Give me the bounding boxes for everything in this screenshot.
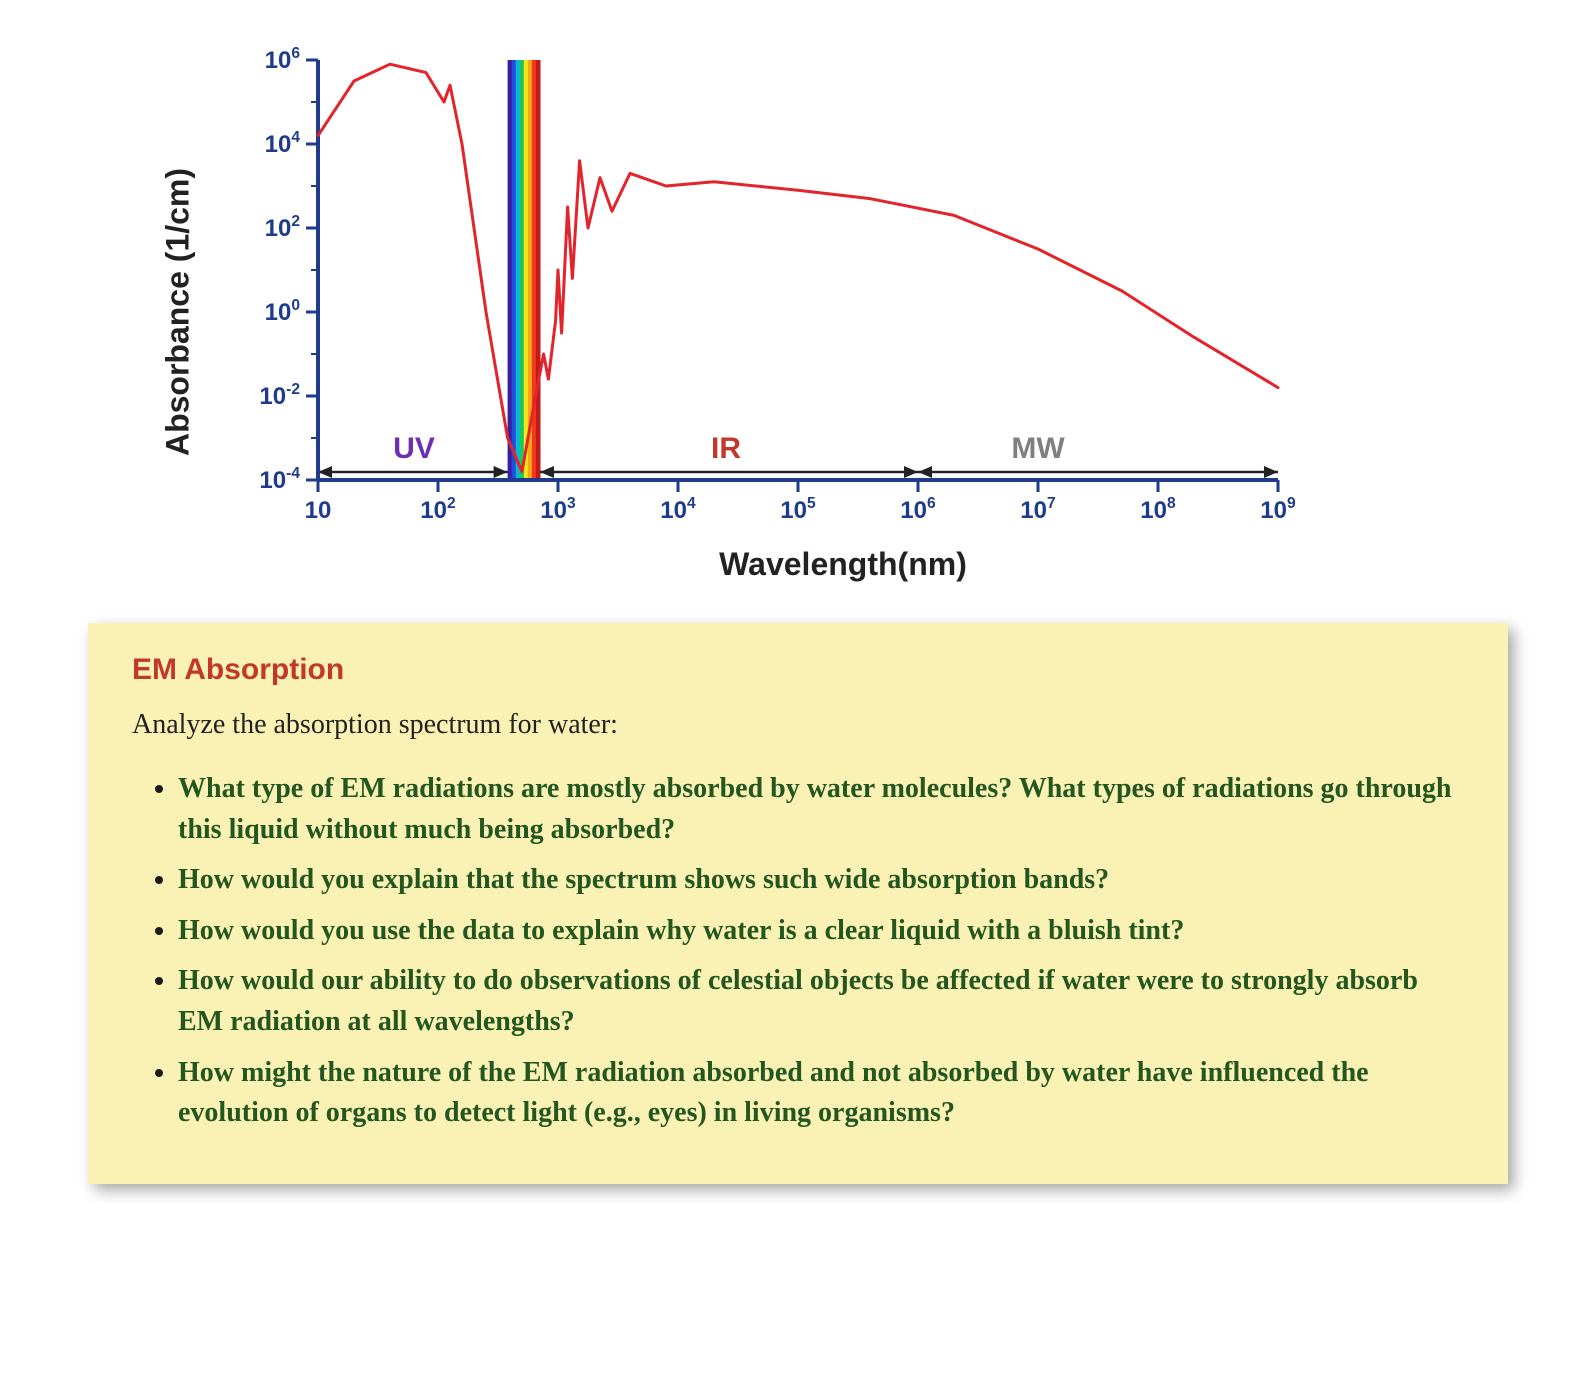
svg-text:108: 108 [1140, 495, 1176, 524]
info-lead: Analyze the absorption spectrum for wate… [132, 709, 1464, 741]
absorbance-chart: Absorbance (1/cm) UVIRMW10610410210010-2… [198, 40, 1398, 583]
svg-text:10-2: 10-2 [259, 381, 300, 410]
info-box: EM Absorption Analyze the absorption spe… [88, 623, 1508, 1184]
y-axis-label: Absorbance (1/cm) [160, 167, 197, 455]
svg-text:MW: MW [1011, 432, 1065, 465]
x-axis-label: Wavelength(nm) [288, 546, 1398, 583]
svg-text:IR: IR [711, 432, 741, 465]
info-bullet: What type of EM radiations are mostly ab… [178, 769, 1464, 850]
svg-text:102: 102 [420, 495, 456, 524]
svg-text:106: 106 [900, 495, 936, 524]
info-title: EM Absorption [132, 653, 1464, 687]
svg-text:102: 102 [265, 213, 301, 242]
svg-text:104: 104 [265, 129, 301, 158]
info-bullet: How would you explain that the spectrum … [178, 860, 1464, 901]
svg-text:106: 106 [265, 45, 301, 74]
chart-svg: UV IR MW 106 104 102 100 10-2 10-410 102 103 104 105… [198, 40, 1338, 540]
svg-text:UV: UV [393, 432, 435, 465]
svg-text:109: 109 [1260, 495, 1296, 524]
svg-text:105: 105 [780, 495, 816, 524]
svg-text:10: 10 [305, 497, 332, 524]
svg-text:100: 100 [265, 297, 301, 326]
svg-text:104: 104 [660, 495, 696, 524]
info-bullet: How might the nature of the EM radiation… [178, 1053, 1464, 1134]
info-bullet: How would our ability to do observations… [178, 961, 1464, 1042]
svg-text:10-4: 10-4 [259, 465, 300, 494]
svg-text:103: 103 [540, 495, 576, 524]
info-bullet: How would you use the data to explain wh… [178, 911, 1464, 952]
page: Absorbance (1/cm) UV IR MW 106 104 102 100 10-2… [0, 0, 1596, 1400]
svg-text:107: 107 [1020, 495, 1055, 524]
info-list: What type of EM radiations are mostly ab… [132, 769, 1464, 1134]
